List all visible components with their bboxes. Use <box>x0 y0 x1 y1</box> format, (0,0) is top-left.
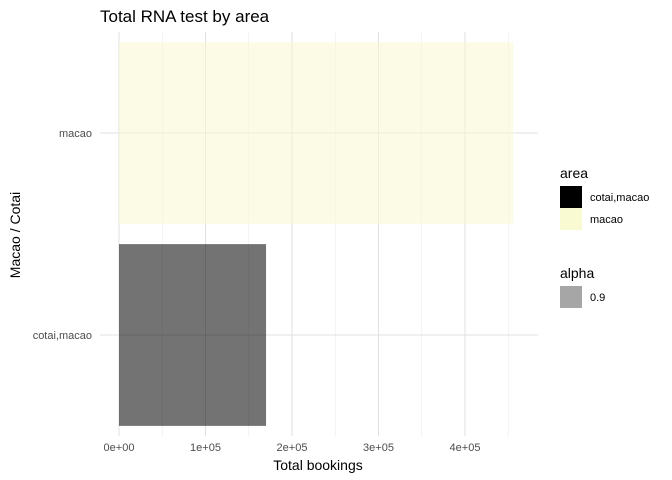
legend-title: area <box>560 165 588 181</box>
legend-label: macao <box>590 214 623 226</box>
legend-title: alpha <box>560 265 594 281</box>
bar-macao <box>119 42 514 224</box>
x-tick-labels: 0e+00 1e+05 2e+05 3e+05 4e+05 <box>104 442 481 454</box>
y-axis-title: Macao / Cotai <box>7 192 23 278</box>
x-axis-title: Total bookings <box>273 457 363 473</box>
x-tick-label: 0e+00 <box>104 442 135 454</box>
legend-key <box>560 186 582 208</box>
y-tick-label: macao <box>59 128 92 140</box>
x-tick-label: 1e+05 <box>190 442 221 454</box>
legend-key <box>560 286 582 308</box>
y-tick-labels: cotai,macao macao <box>33 128 92 342</box>
bar-cotai-macao <box>119 244 267 426</box>
y-tick-label: cotai,macao <box>33 330 92 342</box>
bars <box>119 42 514 426</box>
x-tick-label: 3e+05 <box>363 442 394 454</box>
legend-key <box>560 208 582 230</box>
x-tick-label: 4e+05 <box>450 442 481 454</box>
legend-label: 0.9 <box>590 292 605 304</box>
x-tick-label: 2e+05 <box>277 442 308 454</box>
legend-label: cotai,macao <box>590 192 649 204</box>
chart-title: Total RNA test by area <box>100 7 270 26</box>
